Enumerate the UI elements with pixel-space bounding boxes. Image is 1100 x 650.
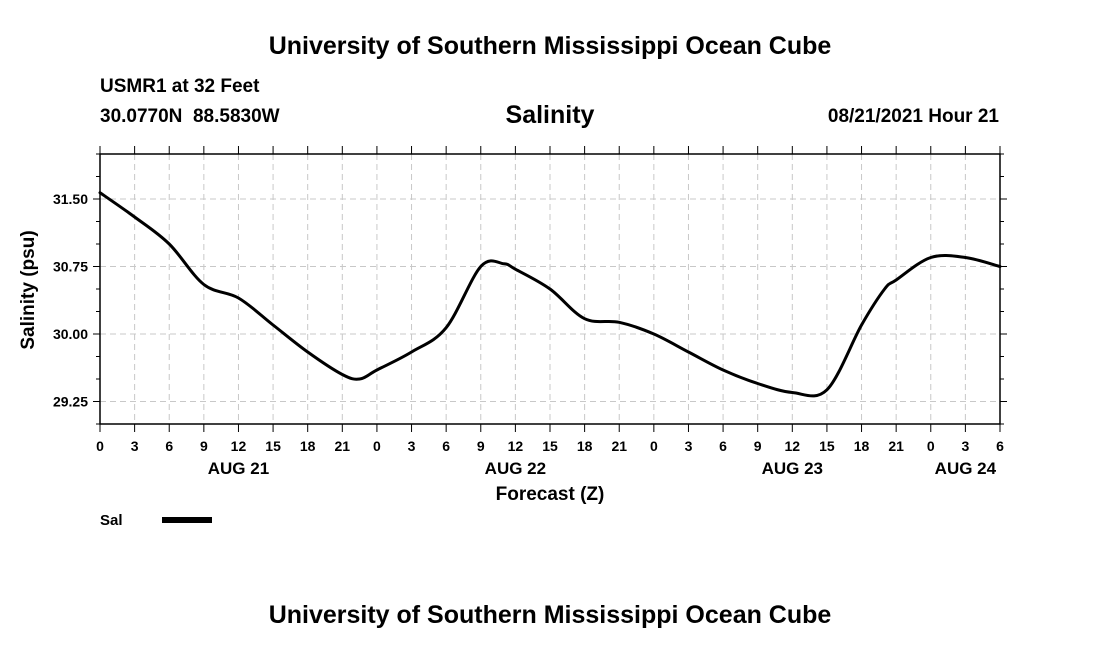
x-tick-label: 9	[754, 438, 762, 454]
x-tick-label: 0	[373, 438, 381, 454]
chart-main-title: University of Southern Mississippi Ocean…	[268, 32, 832, 60]
x-axis-title: Forecast (Z)	[496, 484, 605, 505]
plot-frame	[99, 153, 1001, 425]
axes	[93, 146, 1007, 432]
x-tick-label: 15	[265, 438, 281, 454]
series-line-sal	[98, 191, 1002, 398]
x-tick-label: 15	[542, 438, 558, 454]
x-tick-label: 9	[200, 438, 208, 454]
x-tick-label: 15	[819, 438, 835, 454]
chart-title: Salinity	[505, 101, 595, 129]
datetime-label: 08/21/2021 Hour 21	[827, 106, 999, 127]
date-label: AUG 24	[935, 459, 997, 478]
x-tick-label: 0	[650, 438, 658, 454]
x-tick-label: 21	[888, 438, 904, 454]
x-tick-label: 21	[611, 438, 627, 454]
x-tick-label: 0	[927, 438, 935, 454]
x-tick-label: 6	[165, 438, 173, 454]
x-tick-label: 12	[785, 438, 801, 454]
x-tick-label: 18	[854, 438, 870, 454]
x-tick-label: 3	[131, 438, 139, 454]
date-label: AUG 22	[485, 459, 546, 478]
date-label: AUG 21	[208, 459, 269, 478]
x-tick-label: 3	[685, 438, 693, 454]
gridlines	[100, 154, 1000, 424]
labels: 0 3 6 9 12 15 18 21 0 3 6 9 12 15 18 21 0 3 6 9 12 15 18 21 0 3 6 2…	[18, 191, 1004, 529]
x-tick-label: 9	[477, 438, 485, 454]
x-tick-label: 0	[96, 438, 104, 454]
y-axis-title: Salinity (psu)	[18, 230, 39, 349]
x-tick-label: 6	[996, 438, 1004, 454]
y-tick-label: 30.75	[53, 259, 88, 275]
coordinates-label: 30.0770N 88.5830W	[100, 106, 280, 127]
y-tick-label: 29.25	[53, 394, 88, 410]
y-tick-label: 30.00	[53, 326, 88, 342]
x-tick-label: 12	[231, 438, 247, 454]
x-tick-label: 18	[577, 438, 593, 454]
series	[98, 191, 1002, 398]
x-tick-label: 3	[408, 438, 416, 454]
x-tick-label: 3	[961, 438, 969, 454]
station-label: USMR1 at 32 Feet	[100, 76, 260, 97]
x-tick-label: 12	[508, 438, 524, 454]
y-tick-label: 31.50	[53, 191, 88, 207]
x-tick-label: 21	[335, 438, 351, 454]
x-tick-label: 6	[442, 438, 450, 454]
date-label: AUG 23	[762, 459, 823, 478]
x-tick-label: 6	[719, 438, 727, 454]
x-tick-label: 18	[300, 438, 316, 454]
legend-label: Sal	[100, 512, 123, 529]
footer-title: University of Southern Mississippi Ocean…	[268, 601, 832, 629]
